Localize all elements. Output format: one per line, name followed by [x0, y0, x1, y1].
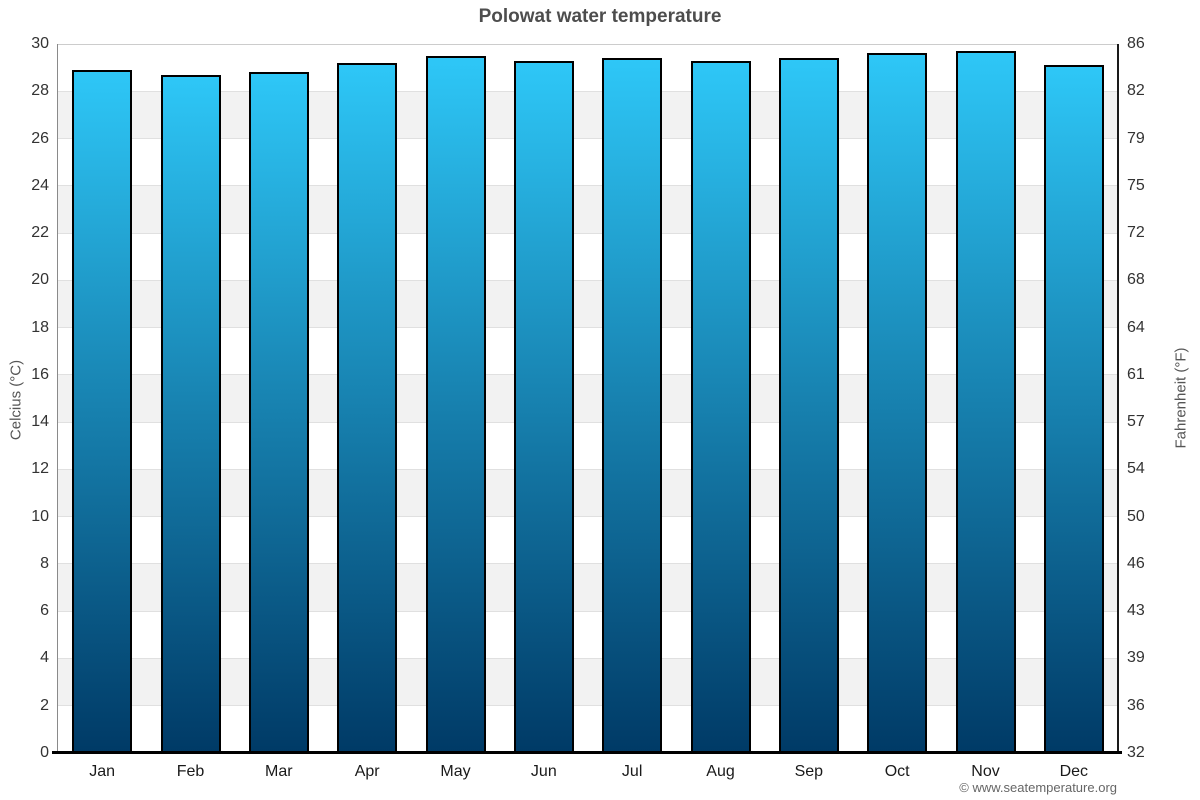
- xtick-feb: Feb: [176, 763, 205, 780]
- background-band: [58, 422, 1118, 470]
- gridline: [58, 374, 1118, 376]
- ytick-celsius-16: 16: [31, 365, 49, 383]
- gridline: [58, 279, 1118, 281]
- xtick-jul: Jul: [621, 763, 643, 780]
- background-band: [58, 469, 1118, 517]
- ytick-celsius-4: 4: [40, 649, 49, 667]
- gridline: [58, 421, 1118, 423]
- background-band: [58, 563, 1118, 612]
- background-band: [58, 611, 1118, 659]
- ytick-fahrenheit-36: 36: [1127, 696, 1145, 714]
- copyright-credit[interactable]: © www.seatemperature.org: [959, 780, 1117, 795]
- xtick-jan: Jan: [89, 763, 116, 780]
- chart-title: Polowat water temperature: [478, 6, 722, 27]
- ytick-fahrenheit-50: 50: [1127, 507, 1145, 525]
- background-band: [58, 516, 1118, 564]
- background-band: [58, 185, 1118, 234]
- bar-jan[interactable]: [72, 69, 133, 753]
- ytick-celsius-24: 24: [31, 176, 49, 194]
- ytick-fahrenheit-64: 64: [1127, 318, 1145, 336]
- bar-jul[interactable]: [602, 58, 663, 753]
- gridline: [58, 327, 1118, 329]
- xtick-dec: Dec: [1059, 763, 1089, 780]
- ytick-fahrenheit-43: 43: [1127, 602, 1145, 620]
- xtick-sep: Sep: [794, 763, 824, 780]
- ytick-fahrenheit-57: 57: [1127, 413, 1145, 431]
- xtick-may: May: [440, 763, 471, 780]
- bar-nov[interactable]: [955, 51, 1016, 753]
- ytick-celsius-22: 22: [31, 224, 49, 242]
- background-band: [58, 138, 1118, 186]
- ytick-celsius-14: 14: [31, 413, 49, 431]
- ytick-fahrenheit-72: 72: [1127, 224, 1145, 242]
- bar-apr[interactable]: [337, 62, 398, 753]
- y-axis-right-line: [1117, 44, 1119, 753]
- gridline: [58, 516, 1118, 518]
- ytick-celsius-12: 12: [31, 460, 49, 478]
- bar-feb[interactable]: [160, 74, 221, 753]
- gridline: [58, 705, 1118, 707]
- ytick-celsius-8: 8: [40, 554, 49, 572]
- ytick-fahrenheit-61: 61: [1127, 365, 1145, 383]
- gridline: [58, 185, 1118, 187]
- xtick-jun: Jun: [530, 763, 557, 780]
- xtick-mar: Mar: [265, 763, 293, 780]
- gridline: [58, 610, 1118, 612]
- y-axis-left-line: [57, 44, 58, 753]
- background-band: [58, 658, 1118, 706]
- background-band: [58, 705, 1118, 753]
- background-band: [58, 374, 1118, 423]
- background-band: [58, 233, 1118, 281]
- ytick-fahrenheit-86: 86: [1127, 35, 1145, 52]
- xtick-oct: Oct: [884, 763, 910, 780]
- ytick-fahrenheit-82: 82: [1127, 82, 1145, 100]
- bar-aug[interactable]: [690, 60, 751, 753]
- ytick-celsius-0: 0: [40, 744, 49, 761]
- ytick-celsius-26: 26: [31, 129, 49, 147]
- x-axis-line: [52, 751, 1122, 754]
- bar-sep[interactable]: [778, 58, 839, 753]
- bar-jun[interactable]: [513, 60, 574, 753]
- gridline: [58, 657, 1118, 659]
- y-axis-title-fahrenheit: Fahrenheit (°F): [1172, 347, 1190, 449]
- bar-dec[interactable]: [1043, 65, 1104, 753]
- gridline: [58, 468, 1118, 470]
- ytick-fahrenheit-46: 46: [1127, 554, 1145, 572]
- gridline: [58, 232, 1118, 234]
- xtick-apr: Apr: [354, 763, 380, 780]
- xtick-nov: Nov: [971, 763, 1000, 780]
- background-band: [58, 91, 1118, 139]
- ytick-celsius-18: 18: [31, 318, 49, 336]
- gridline: [58, 563, 1118, 565]
- ytick-fahrenheit-32: 32: [1127, 744, 1145, 761]
- ytick-celsius-28: 28: [31, 82, 49, 100]
- gridline: [58, 90, 1118, 92]
- background-band: [58, 327, 1118, 375]
- background-band: [58, 44, 1118, 92]
- ytick-celsius-6: 6: [40, 602, 49, 620]
- ytick-celsius-2: 2: [40, 696, 49, 714]
- xtick-aug: Aug: [706, 763, 735, 780]
- gridline: [58, 138, 1118, 140]
- bar-may[interactable]: [425, 55, 486, 753]
- ytick-fahrenheit-79: 79: [1127, 129, 1145, 147]
- ytick-celsius-20: 20: [31, 271, 49, 289]
- ytick-celsius-30: 30: [31, 35, 49, 52]
- bar-oct[interactable]: [867, 53, 928, 753]
- plot-top-border: [58, 44, 1118, 45]
- ytick-fahrenheit-75: 75: [1127, 176, 1145, 194]
- bar-mar[interactable]: [248, 72, 309, 753]
- background-band: [58, 280, 1118, 328]
- ytick-fahrenheit-39: 39: [1127, 649, 1145, 667]
- ytick-fahrenheit-54: 54: [1127, 460, 1145, 478]
- plot-area: [58, 44, 1118, 753]
- ytick-fahrenheit-68: 68: [1127, 271, 1145, 289]
- ytick-celsius-10: 10: [31, 507, 49, 525]
